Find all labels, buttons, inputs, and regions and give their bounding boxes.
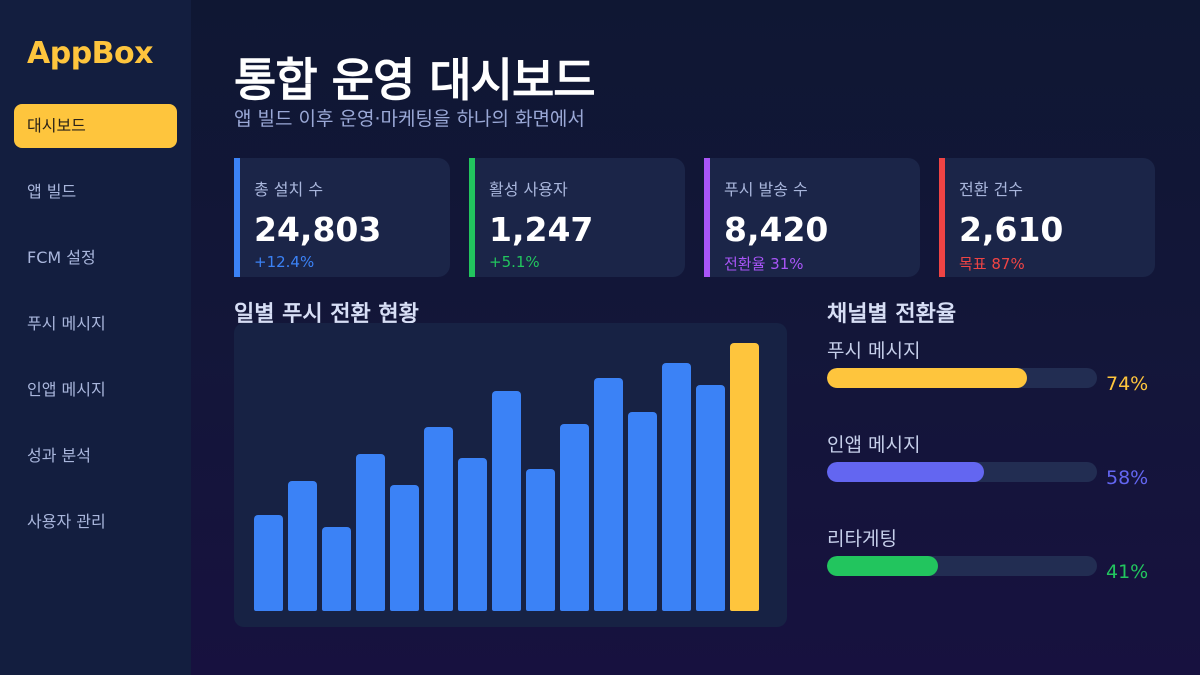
- kpi-label: 활성 사용자: [489, 180, 568, 199]
- kpi-card-total-installs: 총 설치 수 24,803 +12.4%: [234, 158, 450, 277]
- sidebar-item-app-build[interactable]: 앱 빌드: [27, 182, 77, 201]
- progress-fill: [827, 462, 984, 482]
- chart-bar: [696, 385, 725, 611]
- sidebar-nav: 대시보드 앱 빌드 FCM 설정 푸시 메시지 인앱 메시지 성과 분석 사용자…: [14, 104, 177, 566]
- chart-bar: [492, 391, 521, 611]
- kpi-value: 24,803: [254, 210, 382, 249]
- channel-chart-title: 채널별 전환율: [827, 302, 957, 327]
- channel-label: 인앱 메시지: [827, 434, 921, 456]
- chart-bar: [458, 458, 487, 611]
- channel-row-retargeting: 리타게팅 41%: [827, 524, 1167, 584]
- progress-fill: [827, 556, 938, 576]
- kpi-delta: 목표 87%: [959, 255, 1025, 273]
- kpi-delta: +12.4%: [254, 253, 315, 271]
- kpi-delta: +5.1%: [489, 253, 540, 271]
- daily-chart-title: 일별 푸시 전환 현황: [234, 302, 419, 327]
- sidebar-item-user-management[interactable]: 사용자 관리: [27, 512, 106, 531]
- kpi-value: 1,247: [489, 210, 594, 249]
- sidebar-item-dashboard[interactable]: 대시보드: [14, 104, 177, 148]
- progress-track: [827, 368, 1097, 388]
- chart-bar: [356, 454, 385, 611]
- channel-row-push: 푸시 메시지 74%: [827, 336, 1167, 396]
- kpi-label: 푸시 발송 수: [724, 180, 808, 199]
- channel-label: 리타게팅: [827, 528, 897, 550]
- page-subtitle: 앱 빌드 이후 운영·마케팅을 하나의 화면에서: [234, 108, 585, 130]
- channel-percent: 74%: [1106, 373, 1149, 395]
- daily-push-conversion-chart: [234, 323, 787, 627]
- kpi-card-conversions: 전환 건수 2,610 목표 87%: [939, 158, 1155, 277]
- chart-bar: [594, 378, 623, 611]
- kpi-card-push-sent: 푸시 발송 수 8,420 전환율 31%: [704, 158, 920, 277]
- kpi-label: 총 설치 수: [254, 180, 324, 199]
- channel-percent: 41%: [1106, 561, 1149, 583]
- channel-label: 푸시 메시지: [827, 340, 921, 362]
- sidebar: AppBox 대시보드 앱 빌드 FCM 설정 푸시 메시지 인앱 메시지 성과…: [0, 0, 191, 675]
- chart-bar: [424, 427, 453, 611]
- sidebar-item-inapp-messages[interactable]: 인앱 메시지: [27, 380, 106, 399]
- sidebar-item-push-messages[interactable]: 푸시 메시지: [27, 314, 106, 333]
- chart-bar: [628, 412, 657, 611]
- chart-bar: [730, 343, 759, 611]
- sidebar-item-analytics[interactable]: 성과 분석: [27, 446, 91, 465]
- chart-bar: [254, 515, 283, 611]
- kpi-label: 전환 건수: [959, 180, 1023, 199]
- progress-track: [827, 556, 1097, 576]
- page-title: 통합 운영 대시보드: [234, 53, 596, 107]
- channel-row-inapp: 인앱 메시지 58%: [827, 430, 1167, 490]
- kpi-delta: 전환율 31%: [724, 255, 804, 273]
- chart-bar: [390, 485, 419, 611]
- kpi-card-active-users: 활성 사용자 1,247 +5.1%: [469, 158, 685, 277]
- progress-fill: [827, 368, 1027, 388]
- chart-bar: [288, 481, 317, 611]
- progress-track: [827, 462, 1097, 482]
- chart-bar: [526, 469, 555, 611]
- app-logo[interactable]: AppBox: [27, 36, 154, 71]
- channel-percent: 58%: [1106, 467, 1149, 489]
- kpi-value: 2,610: [959, 210, 1064, 249]
- chart-bar: [560, 424, 589, 611]
- sidebar-item-fcm-settings[interactable]: FCM 설정: [27, 248, 96, 267]
- kpi-value: 8,420: [724, 210, 829, 249]
- chart-bar: [662, 363, 691, 611]
- chart-bar: [322, 527, 351, 611]
